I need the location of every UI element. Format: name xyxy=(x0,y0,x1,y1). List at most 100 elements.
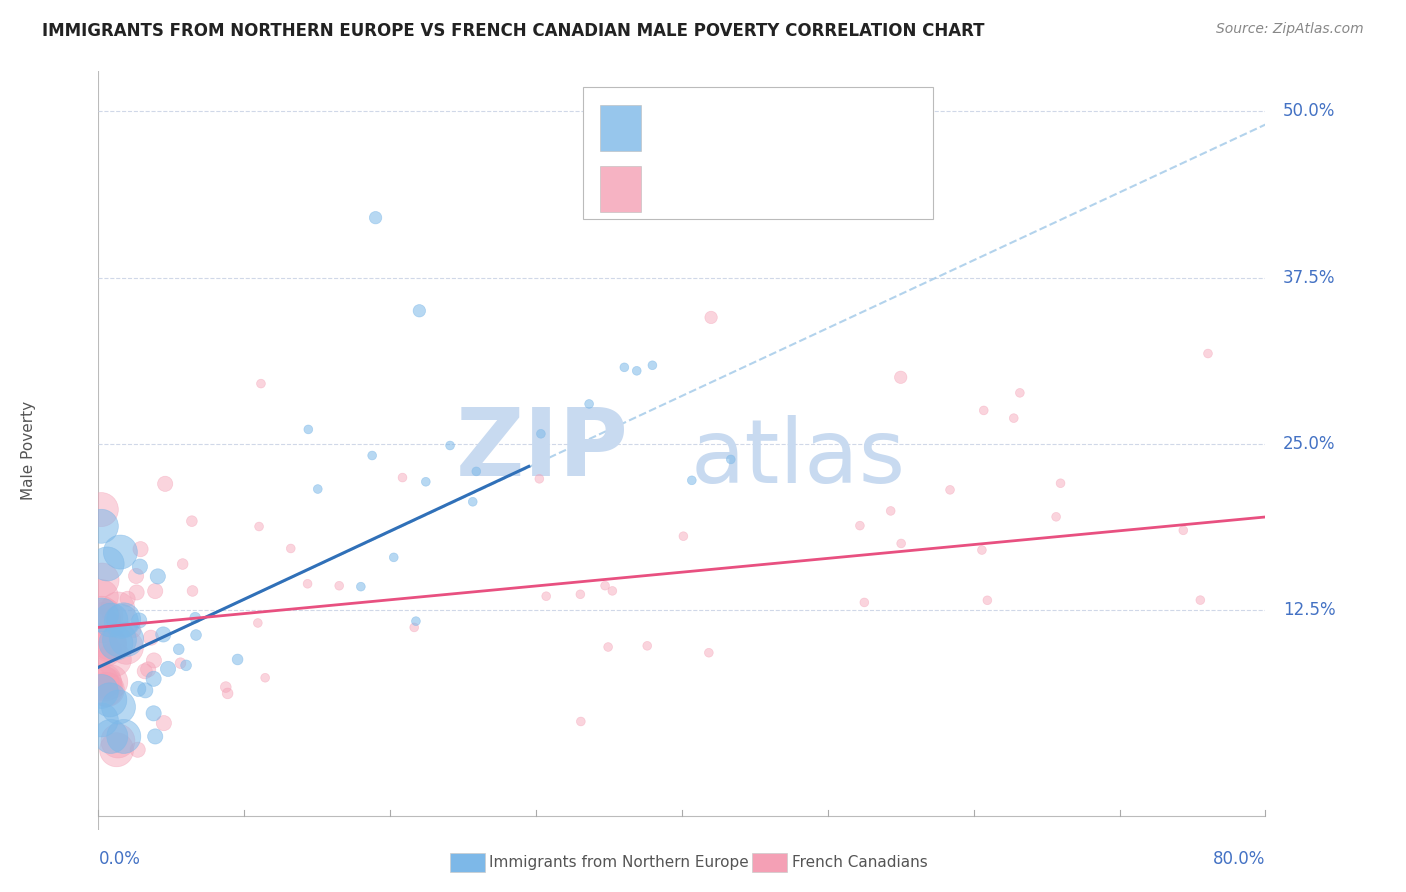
Point xyxy=(136,662,159,676)
Point xyxy=(94,677,117,691)
Point xyxy=(90,640,112,655)
Point xyxy=(93,612,115,626)
Point xyxy=(364,211,387,225)
Text: 0.0%: 0.0% xyxy=(98,849,141,868)
Point xyxy=(939,483,962,497)
Point xyxy=(153,716,176,731)
Point xyxy=(976,593,998,607)
FancyBboxPatch shape xyxy=(600,166,641,211)
Point xyxy=(280,541,302,556)
Point xyxy=(849,518,872,533)
Text: 37.5%: 37.5% xyxy=(1282,268,1336,286)
Text: 50.0%: 50.0% xyxy=(1282,103,1336,120)
Point xyxy=(181,584,204,599)
Point xyxy=(697,646,720,660)
Point xyxy=(879,504,901,518)
Point xyxy=(1049,476,1071,491)
Point xyxy=(103,652,125,666)
Text: Male Poverty: Male Poverty xyxy=(21,401,37,500)
Point xyxy=(93,643,115,657)
FancyBboxPatch shape xyxy=(582,87,932,219)
Point xyxy=(90,519,112,533)
Point xyxy=(112,730,135,744)
Point xyxy=(100,674,122,689)
Point xyxy=(569,587,592,601)
Point xyxy=(215,680,238,694)
Point xyxy=(172,557,194,571)
Point xyxy=(146,569,169,583)
Point xyxy=(100,730,122,744)
Point xyxy=(105,743,128,757)
Point xyxy=(90,502,112,516)
Point xyxy=(1045,509,1067,524)
Point xyxy=(626,364,648,378)
Point xyxy=(122,623,145,637)
Text: R = 0.360: R = 0.360 xyxy=(658,117,749,135)
Point xyxy=(98,638,121,652)
Point xyxy=(94,682,117,697)
Point xyxy=(1173,524,1195,538)
Text: R = 0.233: R = 0.233 xyxy=(658,180,749,198)
Text: N = 50: N = 50 xyxy=(804,117,872,135)
Text: atlas: atlas xyxy=(690,415,907,501)
Point xyxy=(602,583,624,598)
Point xyxy=(973,403,995,417)
Point xyxy=(90,684,112,698)
Point xyxy=(90,590,112,604)
Point xyxy=(156,662,179,676)
Point xyxy=(174,658,197,673)
Point xyxy=(350,580,373,594)
Point xyxy=(254,671,277,685)
Point xyxy=(404,620,426,634)
Point xyxy=(110,615,132,629)
Point xyxy=(90,675,112,690)
Point xyxy=(143,730,166,744)
Point xyxy=(134,683,156,698)
Point xyxy=(90,607,112,622)
Text: Source: ZipAtlas.com: Source: ZipAtlas.com xyxy=(1216,22,1364,37)
Point xyxy=(90,713,112,727)
Point xyxy=(226,652,249,666)
Point xyxy=(91,573,114,587)
Point xyxy=(134,665,156,679)
Point xyxy=(415,475,437,489)
Text: 80.0%: 80.0% xyxy=(1213,849,1265,868)
Point xyxy=(110,545,132,559)
Point xyxy=(297,576,319,591)
Point xyxy=(112,613,135,627)
Point xyxy=(636,639,658,653)
Point xyxy=(129,542,152,557)
Point xyxy=(1189,593,1212,607)
Point xyxy=(1008,385,1031,400)
Point xyxy=(98,693,121,707)
Point xyxy=(405,614,427,628)
Point xyxy=(169,656,191,670)
Point xyxy=(167,642,190,657)
Point xyxy=(180,514,202,528)
Point xyxy=(94,609,117,624)
Point xyxy=(142,706,165,721)
Point xyxy=(593,579,616,593)
Text: ZIP: ZIP xyxy=(456,404,628,497)
Point xyxy=(529,472,551,486)
Point xyxy=(246,615,269,630)
Point xyxy=(125,585,148,599)
Point xyxy=(578,397,600,411)
Point xyxy=(534,589,557,603)
Point xyxy=(128,614,150,628)
Text: Immigrants from Northern Europe: Immigrants from Northern Europe xyxy=(489,855,749,870)
Point xyxy=(391,470,413,484)
Point xyxy=(439,438,461,452)
Point xyxy=(107,602,129,616)
Point xyxy=(681,473,703,487)
Point xyxy=(117,591,139,606)
Point xyxy=(100,613,122,627)
Point xyxy=(672,529,695,543)
Point xyxy=(115,640,138,655)
Point xyxy=(247,519,270,533)
Point xyxy=(613,360,636,375)
Point xyxy=(569,714,592,729)
Point xyxy=(184,610,207,624)
Point xyxy=(139,631,162,645)
Point xyxy=(700,310,723,325)
